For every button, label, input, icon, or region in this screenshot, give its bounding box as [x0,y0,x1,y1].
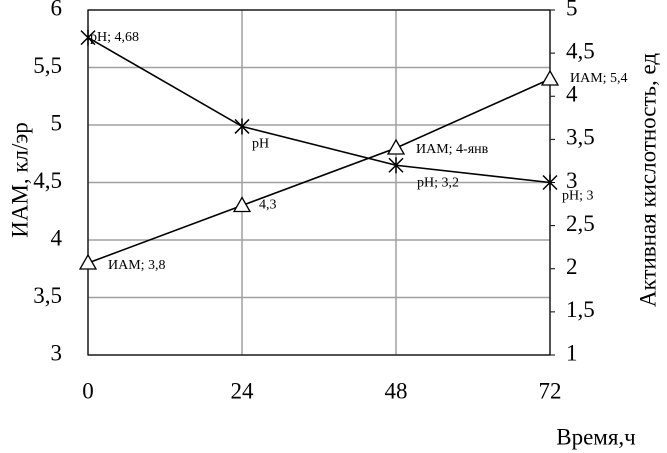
series-line [87,36,551,184]
y-tick-label: 4 [51,225,63,250]
y-tick-label: 6 [51,0,63,20]
marker [80,29,96,46]
marker [78,253,98,270]
y2-tick-label: 3 [566,168,578,193]
data-label: ИАМ; 3,8 [108,258,166,273]
y-tick-label: 3 [51,340,63,365]
series-line [87,78,551,264]
y2-tick-label: 1 [566,340,578,365]
data-label: ИАМ; 4-янв [416,142,489,157]
y2-tick-label: 1,5 [566,297,595,322]
x-tick-label: 0 [82,378,94,403]
y2-tick-label: 2 [566,254,578,279]
y2-tick-label: 4,5 [566,38,595,63]
marker [540,69,560,86]
y-tick-label: 5 [51,110,63,135]
y2-tick-label: 2,5 [566,211,595,236]
y-axis-title: ИАМ, кл/эр [7,122,32,238]
y-tick-label: 4,5 [33,168,62,193]
data-label: pH; 3 [562,189,594,204]
data-label: 4,3 [259,198,277,213]
x-axis-title: Время,ч [556,424,636,449]
y-tick-label: 5,5 [33,53,62,78]
y2-tick-label: 3,5 [566,125,595,150]
x-tick-label: 72 [539,378,562,403]
marker [388,157,404,174]
marker [232,196,252,213]
data-label: pH [252,137,269,152]
marker [542,174,558,191]
data-label: pH; 3,2 [417,175,459,190]
x-tick-label: 24 [231,378,255,403]
y2-tick-label: 5 [566,0,578,20]
y2-axis-title: Активная кислотность, ед [635,53,660,307]
marker [386,138,406,155]
y-tick-label: 3,5 [33,283,62,308]
marker [234,118,250,135]
y2-tick-label: 4 [566,82,578,107]
data-label: pH; 4,68 [90,30,139,45]
data-label: ИАМ; 5,4 [570,71,628,86]
x-tick-label: 48 [385,378,408,403]
